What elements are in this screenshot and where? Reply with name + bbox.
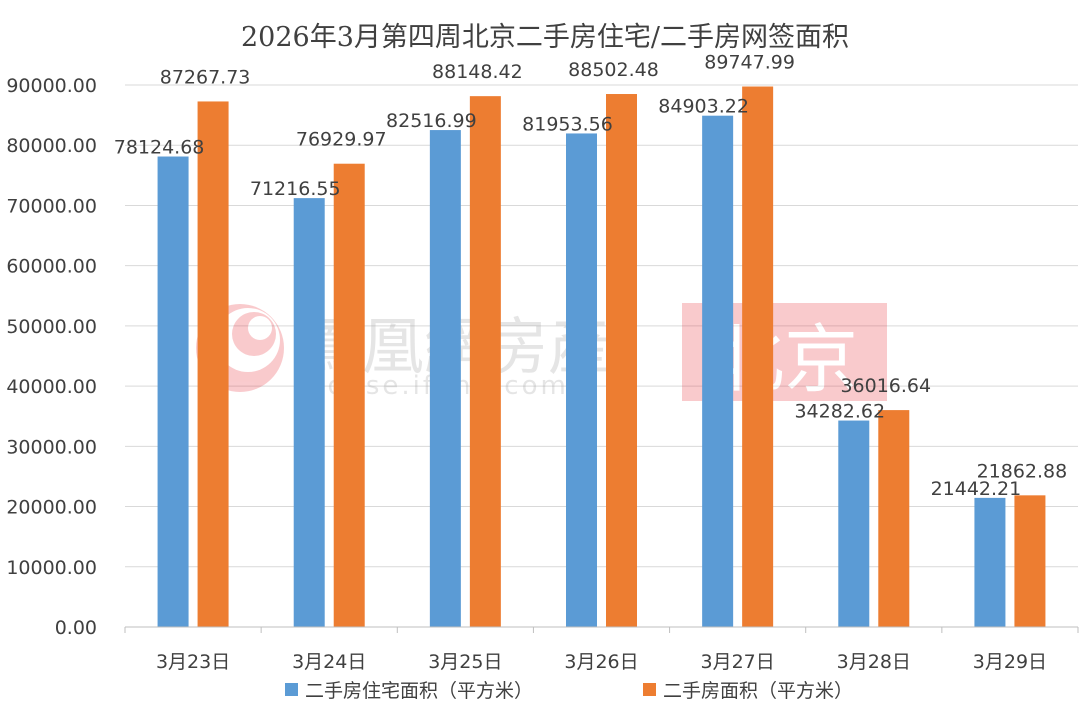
bar-total bbox=[606, 94, 637, 628]
y-tick-label: 0.00 bbox=[55, 617, 97, 639]
bar-residential bbox=[293, 198, 325, 627]
data-label-total: 88148.42 bbox=[432, 61, 523, 83]
bar-residential bbox=[838, 420, 870, 627]
x-tick-label: 3月23日 bbox=[156, 651, 230, 673]
y-tick-label: 90000.00 bbox=[6, 75, 97, 97]
legend-label-residential: 二手房住宅面积（平方米） bbox=[305, 680, 533, 702]
gridlines bbox=[125, 84, 1078, 568]
y-tick-label: 30000.00 bbox=[6, 436, 97, 458]
legend-label-total: 二手房面积（平方米） bbox=[663, 680, 853, 702]
x-tick-label: 3月27日 bbox=[701, 651, 775, 673]
data-label-residential: 82516.99 bbox=[386, 110, 477, 132]
y-tick-label: 10000.00 bbox=[6, 557, 97, 579]
y-tick-label: 20000.00 bbox=[6, 497, 97, 519]
bar-total bbox=[1014, 495, 1046, 627]
bar-total bbox=[742, 86, 774, 628]
legend-swatch-total bbox=[643, 683, 656, 696]
bar-total bbox=[469, 96, 501, 627]
x-tick-label: 3月24日 bbox=[292, 651, 366, 673]
data-label-total: 87267.73 bbox=[160, 66, 251, 88]
data-label-residential: 21442.21 bbox=[931, 478, 1022, 500]
data-label-total: 89747.99 bbox=[704, 52, 795, 74]
watermark-city: 北京 bbox=[710, 317, 858, 403]
bar-total bbox=[197, 101, 229, 627]
legend: 二手房住宅面积（平方米） 二手房面积（平方米） bbox=[285, 680, 853, 702]
data-label-residential: 81953.56 bbox=[522, 113, 613, 135]
x-tick-label: 3月26日 bbox=[564, 651, 638, 673]
legend-swatch-residential bbox=[285, 683, 298, 696]
x-tick-label: 3月28日 bbox=[837, 651, 911, 673]
bar-residential bbox=[566, 133, 597, 627]
bar-total bbox=[878, 410, 910, 627]
data-label-total: 88502.48 bbox=[568, 59, 659, 81]
data-label-total: 76929.97 bbox=[296, 129, 387, 151]
data-label-residential: 84903.22 bbox=[658, 96, 749, 118]
axes: 0.00 10000.00 20000.00 30000.00 40000.00 5000… bbox=[6, 75, 1079, 673]
x-tick-label: 3月29日 bbox=[973, 651, 1047, 673]
data-label-residential: 71216.55 bbox=[250, 178, 341, 200]
bar-residential bbox=[974, 497, 1006, 627]
bars bbox=[157, 86, 1046, 628]
data-label-total: 21862.88 bbox=[977, 460, 1068, 482]
data-label-residential: 78124.68 bbox=[114, 137, 205, 159]
y-tick-label: 70000.00 bbox=[6, 195, 97, 217]
x-tick-label: 3月25日 bbox=[428, 651, 502, 673]
bar-total bbox=[333, 163, 365, 627]
chart-title: 2026年3月第四周北京二手房住宅/二手房网签面积 bbox=[241, 22, 849, 53]
y-tick-label: 40000.00 bbox=[6, 376, 97, 398]
bar-residential bbox=[157, 156, 189, 628]
y-tick-label: 80000.00 bbox=[6, 135, 97, 157]
bar-residential bbox=[702, 115, 734, 627]
y-tick-label: 50000.00 bbox=[6, 316, 97, 338]
data-label-residential: 34282.62 bbox=[794, 401, 885, 423]
bar-residential bbox=[429, 130, 461, 628]
data-labels: 78124.68 71216.55 82516.99 81953.56 84903.22… bbox=[114, 52, 1068, 500]
data-label-total: 36016.64 bbox=[840, 375, 931, 397]
y-tick-label: 60000.00 bbox=[6, 256, 97, 278]
